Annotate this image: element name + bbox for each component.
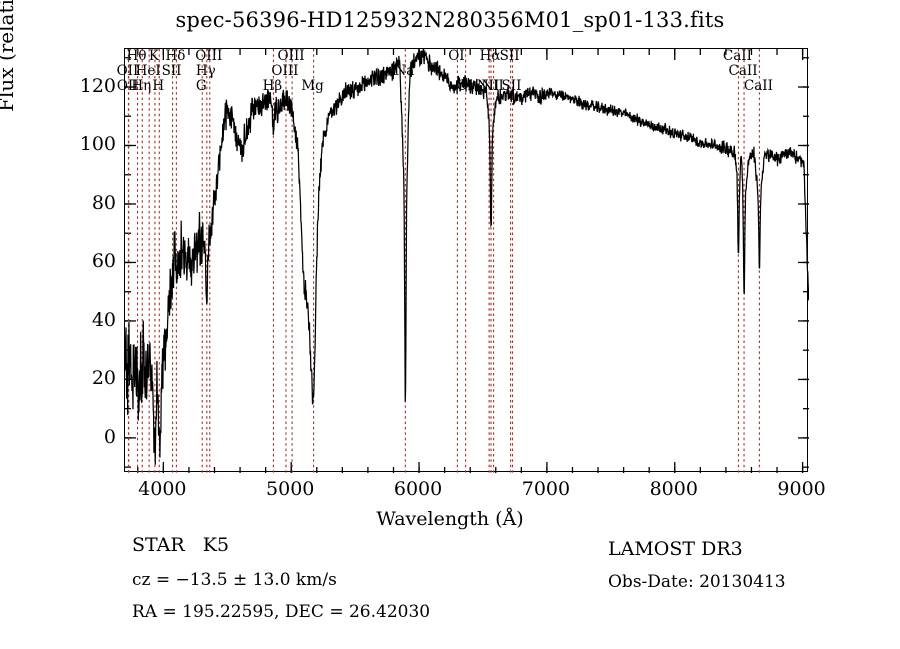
x-tick-4000: 4000 [138,478,187,500]
spectrum-plot [125,49,809,473]
x-axis-label: Wavelength (Å) [376,508,524,530]
x-tick-6000: 6000 [393,478,443,500]
x-axis-ticklabels: 4000 5000 6000 7000 8000 9000 [124,478,826,506]
y-axis-label: Flux (relative) [0,0,18,112]
y-tick-40: 40 [91,308,116,331]
object-class-and-type: STAR K5 [132,534,230,556]
y-tick-60: 60 [91,250,116,273]
y-axis-ticklabels: 0 20 40 60 80 100 120 [56,48,116,472]
x-tick-8000: 8000 [649,478,698,500]
plot-frame [124,48,809,473]
x-tick-7000: 7000 [521,478,571,500]
y-tick-0: 0 [103,425,116,448]
x-tick-9000: 9000 [777,478,826,500]
y-tick-120: 120 [79,75,116,97]
redshift-velocity: cz = −13.5 ± 13.0 km/s [132,570,337,590]
survey-label: LAMOST DR3 [608,538,743,560]
x-tick-5000: 5000 [266,478,315,500]
y-tick-80: 80 [91,191,116,214]
coordinates: RA = 195.22595, DEC = 26.42030 [132,602,431,622]
figure-title: spec-56396-HD125932N280356M01_sp01-133.f… [175,8,725,32]
y-tick-20: 20 [91,367,116,390]
observation-date: Obs-Date: 20130413 [608,572,786,592]
y-tick-100: 100 [79,133,116,156]
